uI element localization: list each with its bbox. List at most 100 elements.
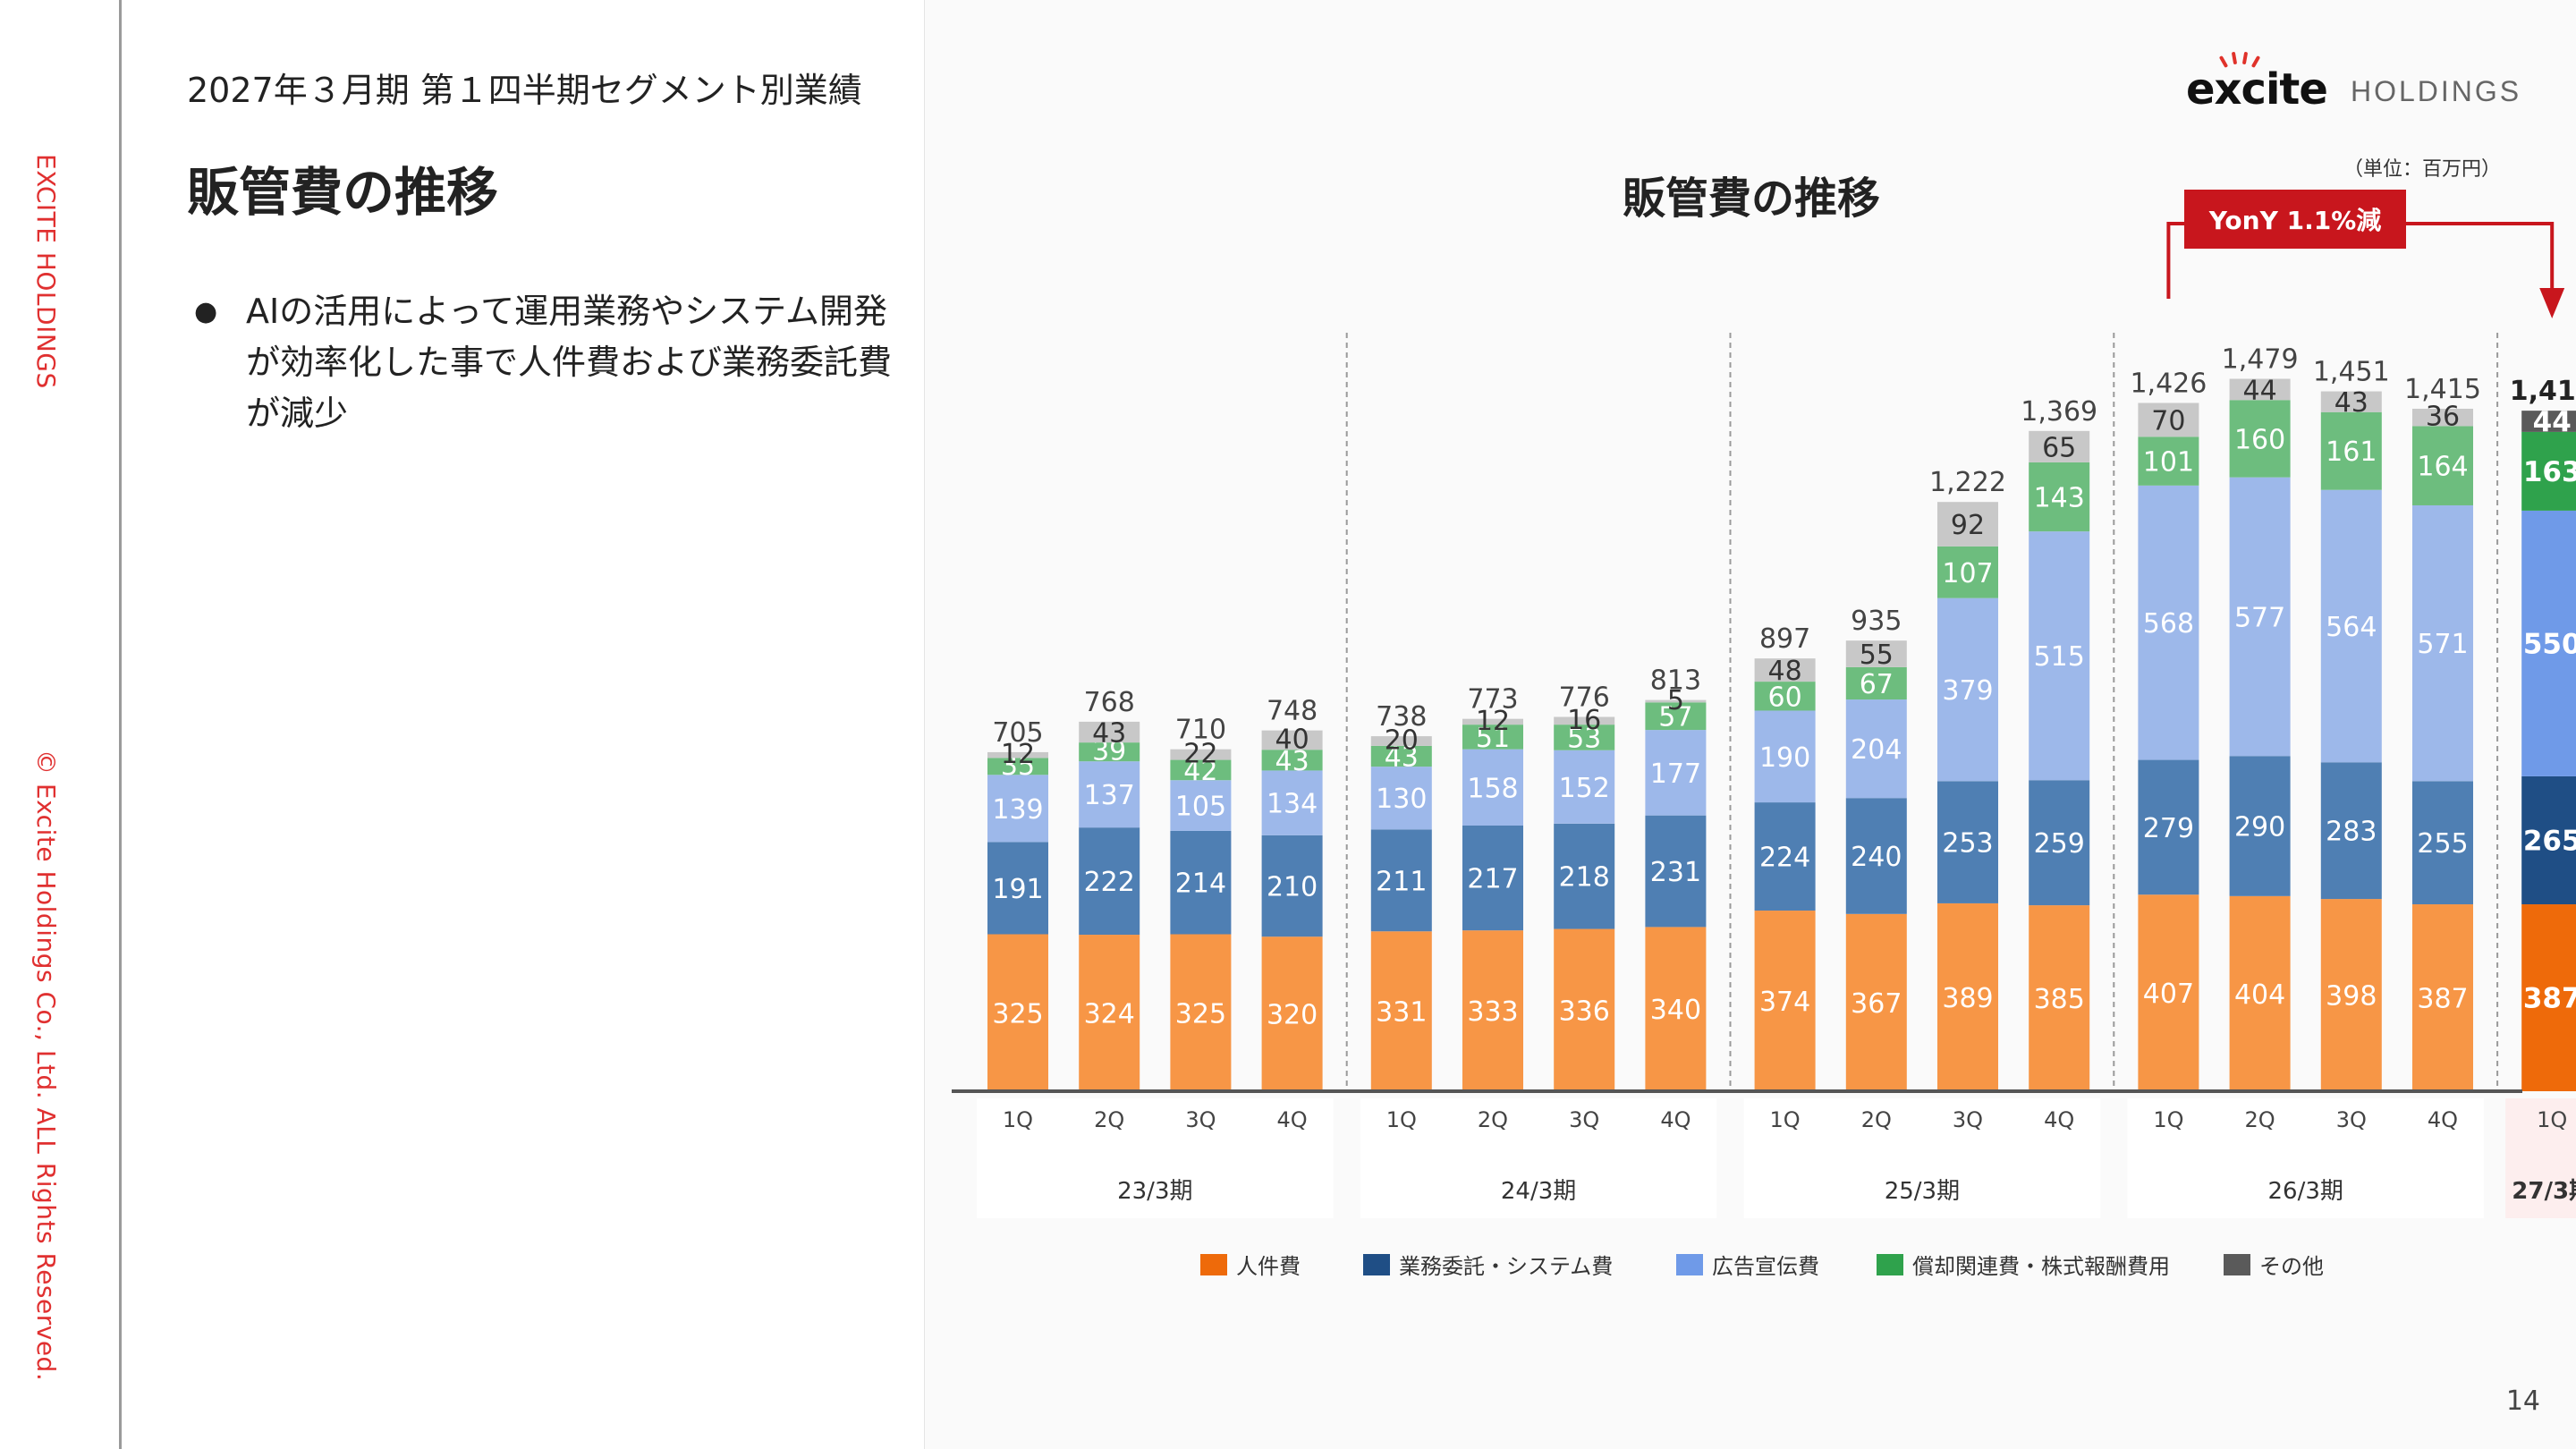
bar-segment — [1261, 730, 1323, 750]
category-tick: 1Q — [2537, 1107, 2567, 1132]
legend-label: 人件費 — [1236, 1254, 1301, 1279]
logo-subtitle: HOLDINGS — [2351, 75, 2522, 107]
data-label: 211 — [1376, 866, 1427, 897]
group-label-box — [1743, 1098, 2101, 1218]
bar-segment — [1937, 781, 1998, 903]
data-label: 152 — [1559, 773, 1610, 804]
bar-segment — [2229, 400, 2291, 478]
bar-segment — [1261, 936, 1323, 1091]
bar-segment — [1170, 759, 1232, 781]
bar-segment — [1462, 749, 1523, 826]
bar-segment — [1754, 802, 1816, 911]
category-tick: 4Q — [1277, 1107, 1308, 1132]
data-label: 331 — [1376, 997, 1427, 1029]
category-tick: 2Q — [1478, 1107, 1508, 1132]
bar-segment — [1370, 736, 1432, 746]
data-label: 407 — [2143, 979, 2194, 1010]
bar-segment — [1754, 658, 1816, 682]
bullet-list: AIの活用によって運用業務やシステム開発が効率化した事で人件費および業務委託費が… — [187, 286, 911, 439]
data-label: 340 — [1650, 995, 1701, 1026]
data-label: 67 — [1860, 669, 1894, 700]
bullet-item: AIの活用によって運用業務やシステム開発が効率化した事で人件費および業務委託費が… — [187, 286, 911, 439]
data-label: 158 — [1467, 773, 1518, 804]
data-label: 105 — [1175, 792, 1226, 823]
data-label: 333 — [1467, 996, 1518, 1028]
data-label: 255 — [2417, 828, 2468, 860]
bar-segment — [1554, 928, 1615, 1091]
group-label-box — [2127, 1098, 2484, 1218]
data-label: 65 — [2042, 432, 2076, 463]
data-label: 568 — [2143, 608, 2194, 640]
category-tick: 1Q — [1770, 1107, 1801, 1132]
data-label: 60 — [1768, 682, 1802, 713]
data-label: 12 — [1476, 706, 1510, 737]
data-label: 564 — [2326, 612, 2377, 643]
data-label: 389 — [1942, 983, 1993, 1014]
data-label: 387 — [2417, 984, 2468, 1015]
section-label: 2027年３月期 第１四半期セグメント別業績 — [187, 71, 862, 110]
page-title: 販管費の推移 — [187, 162, 499, 223]
data-label: 53 — [1567, 723, 1601, 754]
bar-segment — [2029, 430, 2090, 462]
logo-mark: excite — [2186, 64, 2328, 114]
data-label: 379 — [1942, 675, 1993, 707]
data-label: 290 — [2234, 812, 2285, 843]
data-label: 143 — [2034, 483, 2085, 514]
data-label: 577 — [2234, 602, 2285, 633]
legend-label: 償却関連費・株式報酬費用 — [1912, 1254, 2170, 1279]
bar-segment — [2029, 462, 2090, 532]
bar-segment — [987, 842, 1048, 935]
category-tick: 3Q — [1569, 1107, 1599, 1132]
bar-segment — [2320, 411, 2382, 490]
bar-segment — [1845, 640, 1907, 667]
data-label: 177 — [1650, 758, 1701, 790]
total-label: 813 — [1650, 665, 1701, 697]
bar-segment — [1170, 780, 1232, 831]
bar-segment — [987, 751, 1048, 758]
bar-segment — [1937, 597, 1998, 782]
data-label: 222 — [1084, 867, 1135, 898]
total-label: 1,410 — [2510, 376, 2576, 407]
bar-segment — [1645, 815, 1707, 928]
bar-segment — [1845, 699, 1907, 799]
yoy-badge — [2184, 190, 2406, 249]
bar-segment — [1462, 930, 1523, 1091]
data-label: 51 — [1476, 723, 1510, 754]
data-label: 325 — [1175, 998, 1226, 1030]
bar-segment — [1462, 724, 1523, 750]
legend-swatch — [1200, 1254, 1227, 1275]
category-tick: 3Q — [1953, 1107, 1983, 1132]
total-label: 1,479 — [2222, 344, 2299, 376]
bar-segment — [2029, 780, 2090, 906]
data-label: 190 — [1759, 742, 1810, 774]
bar-segment — [2138, 485, 2199, 760]
data-label: 385 — [2034, 984, 2085, 1015]
bar-segment — [1845, 666, 1907, 700]
bar-segment — [1645, 702, 1707, 731]
data-label: 387 — [2523, 983, 2576, 1015]
bar-segment — [1754, 682, 1816, 711]
group-label-box — [977, 1098, 1334, 1218]
legend-label: 広告宣伝費 — [1712, 1254, 1819, 1279]
data-label: 191 — [992, 874, 1043, 905]
total-label: 768 — [1084, 687, 1135, 718]
category-tick: 3Q — [1185, 1107, 1216, 1132]
logo-ray — [2241, 51, 2249, 65]
category-tick: 4Q — [1660, 1107, 1690, 1132]
data-label: 43 — [2334, 387, 2368, 419]
data-label: 324 — [1084, 999, 1135, 1030]
data-label: 43 — [1092, 718, 1126, 750]
data-label: 16 — [1567, 705, 1601, 736]
bar-segment — [987, 758, 1048, 775]
bar-segment — [2320, 489, 2382, 763]
bar-segment — [1462, 826, 1523, 931]
data-label: 36 — [2426, 402, 2460, 433]
data-label: 48 — [1768, 656, 1802, 687]
category-tick: 3Q — [2336, 1107, 2367, 1132]
data-label: 43 — [1275, 746, 1309, 777]
data-label: 43 — [1385, 742, 1419, 774]
bar-segment — [2229, 756, 2291, 896]
bar-segment — [2029, 531, 2090, 781]
data-label: 92 — [1951, 510, 1985, 541]
data-label: 101 — [2143, 447, 2194, 479]
